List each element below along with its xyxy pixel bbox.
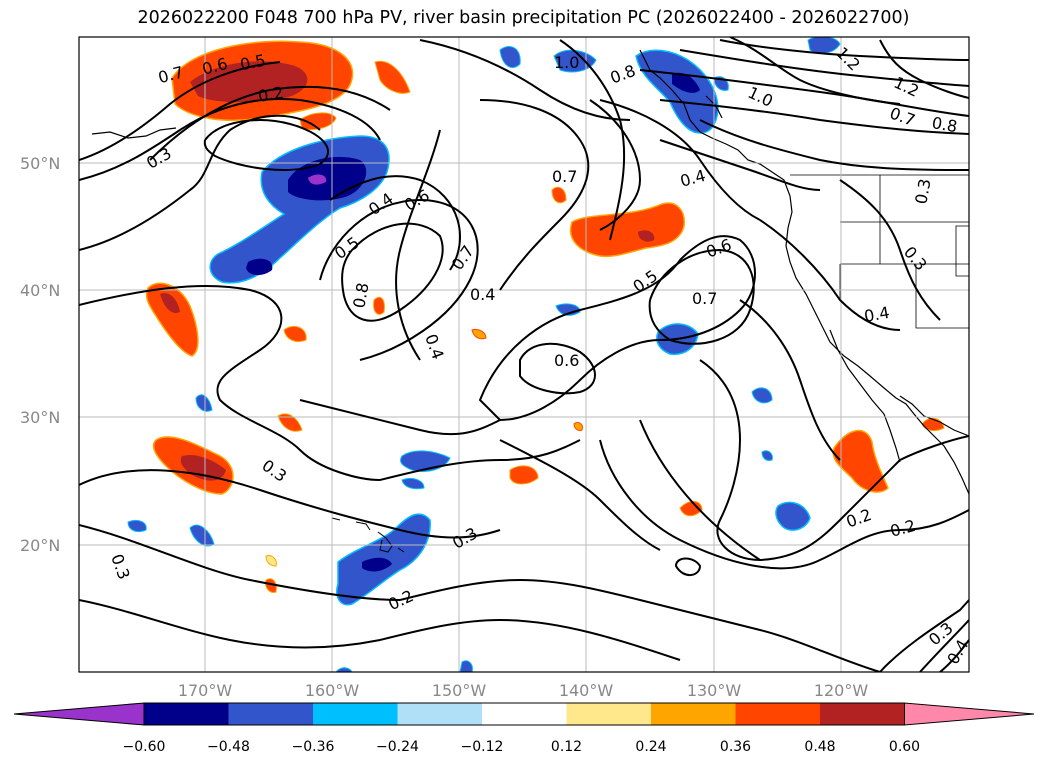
contour-label: 0.3 [911, 177, 934, 205]
lon-label-130w: 130°W [687, 681, 742, 700]
colorbar-segment [228, 703, 313, 725]
lat-label-30n: 30°N [20, 408, 60, 427]
lat-label-40n: 40°N [20, 281, 60, 300]
contour-label: 0.2 [257, 83, 285, 106]
contour-label: 0.4 [863, 303, 891, 326]
map-title: 2026022200 F048 700 hPa PV, river basin … [137, 8, 910, 28]
colorbar-tick: −0.36 [292, 739, 335, 755]
colorbar-tick: −0.60 [123, 739, 166, 755]
contour-label: 1.0 [554, 53, 579, 72]
colorbar-extend-high [904, 702, 1035, 726]
colorbar-segment [820, 703, 905, 725]
pv-contours [79, 37, 969, 672]
colorbar-tick: 0.36 [720, 739, 751, 755]
colorbar-extend-low [13, 702, 145, 726]
colorbar-segment [313, 703, 398, 725]
lon-label-120w: 120°W [814, 681, 869, 700]
contour-label: 0.8 [349, 281, 372, 309]
lon-label-170w: 170°W [178, 681, 233, 700]
contour-label: 0.8 [930, 113, 958, 136]
contour-label: 0.6 [554, 351, 579, 370]
colorbar-segment [397, 703, 482, 725]
colorbar-segment [566, 703, 651, 725]
colorbar-tick: 0.60 [889, 739, 920, 755]
contour-label: 0.5 [238, 50, 267, 74]
lat-label-20n: 20°N [20, 536, 60, 555]
colorbar-segment [735, 703, 820, 725]
colorbar: −0.60 −0.48 −0.36 −0.24 −0.12 0.12 0.24 … [13, 702, 1035, 755]
lon-label-150w: 150°W [432, 681, 487, 700]
lat-label-50n: 50°N [20, 154, 60, 173]
colorbar-tick: 0.48 [804, 739, 835, 755]
map-frame [78, 36, 970, 673]
lon-label-160w: 160°W [305, 681, 360, 700]
colorbar-segment [144, 703, 229, 725]
political-borders [790, 174, 969, 329]
contour-label: 0.4 [470, 285, 495, 304]
contour-label: 0.7 [692, 289, 717, 308]
gridlines [79, 37, 969, 672]
contour-label: 0.7 [552, 167, 577, 186]
colorbar-segment [482, 703, 567, 725]
colorbar-tick: −0.24 [376, 739, 419, 755]
hawaii-islands [331, 517, 405, 553]
colorbar-tick: 0.12 [551, 739, 582, 755]
colorbar-tick: 0.24 [635, 739, 666, 755]
colorbar-tick: −0.48 [207, 739, 250, 755]
colorbar-segment [651, 703, 736, 725]
lon-label-140w: 140°W [559, 681, 614, 700]
colorbar-tick: −0.12 [461, 739, 504, 755]
